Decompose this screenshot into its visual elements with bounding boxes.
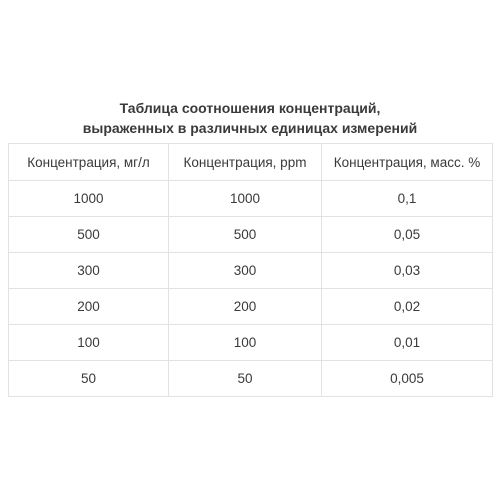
- cell-ppm: 300: [168, 252, 322, 289]
- cell-mg-per-l: 500: [8, 216, 169, 253]
- cell-mass-percent: 0,05: [321, 216, 493, 253]
- cell-mass-percent: 0,01: [321, 324, 493, 361]
- cell-ppm: 50: [168, 360, 322, 397]
- caption-line-2: выраженных в различных единицах измерени…: [82, 120, 418, 136]
- cell-ppm: 100: [168, 324, 322, 361]
- table-row: 1000 1000 0,1: [8, 180, 493, 217]
- cell-mg-per-l: 200: [8, 288, 169, 325]
- cell-ppm: 1000: [168, 180, 322, 217]
- caption-line-1: Таблица соотношения концентраций,: [119, 100, 381, 116]
- table-row: 300 300 0,03: [8, 252, 493, 289]
- table-row: 200 200 0,02: [8, 288, 493, 325]
- cell-ppm: 500: [168, 216, 322, 253]
- cell-mass-percent: 0,005: [321, 360, 493, 397]
- cell-mg-per-l: 1000: [8, 180, 169, 217]
- concentration-table: Концентрация, мг/л Концентрация, ppm Кон…: [8, 143, 493, 397]
- cell-mg-per-l: 50: [8, 360, 169, 397]
- cell-mg-per-l: 100: [8, 324, 169, 361]
- table-caption: Таблица соотношения концентраций, выраже…: [8, 98, 492, 138]
- cell-mass-percent: 0,03: [321, 252, 493, 289]
- header-mg-per-l: Концентрация, мг/л: [8, 143, 169, 181]
- cell-mass-percent: 0,1: [321, 180, 493, 217]
- cell-ppm: 200: [168, 288, 322, 325]
- cell-mass-percent: 0,02: [321, 288, 493, 325]
- table-row: 100 100 0,01: [8, 324, 493, 361]
- table-row: 500 500 0,05: [8, 216, 493, 253]
- header-mass-percent: Концентрация, масс. %: [321, 143, 493, 181]
- table-row: 50 50 0,005: [8, 360, 493, 397]
- table-header-row: Концентрация, мг/л Концентрация, ppm Кон…: [8, 143, 493, 181]
- cell-mg-per-l: 300: [8, 252, 169, 289]
- header-ppm: Концентрация, ppm: [168, 143, 322, 181]
